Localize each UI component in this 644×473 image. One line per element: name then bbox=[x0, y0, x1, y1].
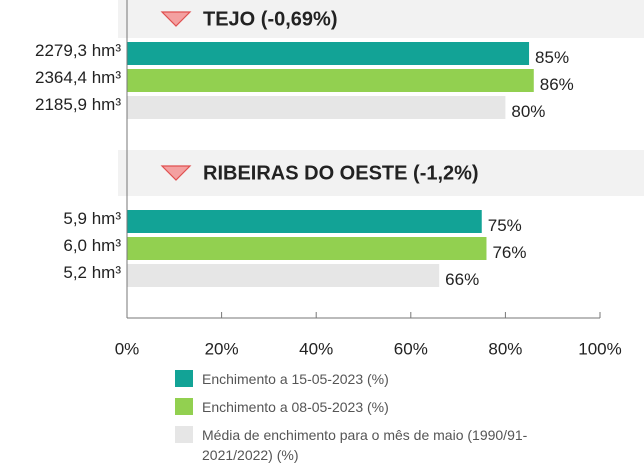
bar bbox=[127, 42, 530, 65]
group-title: RIBEIRAS DO OESTE (-1,2%) bbox=[203, 162, 479, 184]
group-title: TEJO (-0,69%) bbox=[203, 8, 337, 30]
legend-label: Enchimento a 08-05-2023 (%) bbox=[202, 399, 389, 415]
bar bbox=[127, 210, 482, 233]
legend: Enchimento a 15-05-2023 (%) Enchimento a … bbox=[175, 370, 595, 473]
legend-swatch bbox=[175, 398, 193, 415]
legend-swatch bbox=[175, 370, 193, 387]
down-icon bbox=[160, 165, 192, 181]
bar bbox=[127, 264, 440, 287]
volume-label: 2279,3 hm³ bbox=[35, 41, 121, 60]
group-header-band bbox=[118, 0, 644, 38]
bar bbox=[127, 237, 487, 260]
value-label: 75% bbox=[488, 216, 522, 235]
value-label: 80% bbox=[511, 102, 545, 121]
x-tick-label: 20% bbox=[205, 339, 239, 358]
legend-swatch bbox=[175, 426, 193, 443]
legend-item: Enchimento a 15-05-2023 (%) bbox=[175, 370, 595, 389]
value-label: 66% bbox=[445, 270, 479, 289]
value-label: 85% bbox=[535, 48, 569, 67]
bar bbox=[127, 96, 506, 119]
value-label: 86% bbox=[540, 75, 574, 94]
volume-label: 5,9 hm³ bbox=[63, 209, 121, 228]
volume-label: 2185,9 hm³ bbox=[35, 95, 121, 114]
legend-item: Média de enchimento para o mês de maio (… bbox=[175, 426, 595, 465]
legend-label: Enchimento a 15-05-2023 (%) bbox=[202, 371, 389, 387]
x-tick-label: 0% bbox=[115, 339, 140, 358]
bar bbox=[127, 69, 534, 92]
x-tick-label: 60% bbox=[394, 339, 428, 358]
volume-label: 6,0 hm³ bbox=[63, 236, 121, 255]
volume-label: 5,2 hm³ bbox=[63, 263, 121, 282]
x-tick-label: 40% bbox=[299, 339, 333, 358]
x-tick-label: 100% bbox=[578, 339, 621, 358]
legend-item: Enchimento a 08-05-2023 (%) bbox=[175, 398, 595, 417]
down-icon bbox=[160, 11, 192, 27]
x-tick-label: 80% bbox=[488, 339, 522, 358]
legend-label: Média de enchimento para o mês de maio (… bbox=[202, 427, 528, 463]
group-header-band bbox=[118, 150, 644, 196]
value-label: 76% bbox=[492, 243, 526, 262]
volume-label: 2364,4 hm³ bbox=[35, 68, 121, 87]
